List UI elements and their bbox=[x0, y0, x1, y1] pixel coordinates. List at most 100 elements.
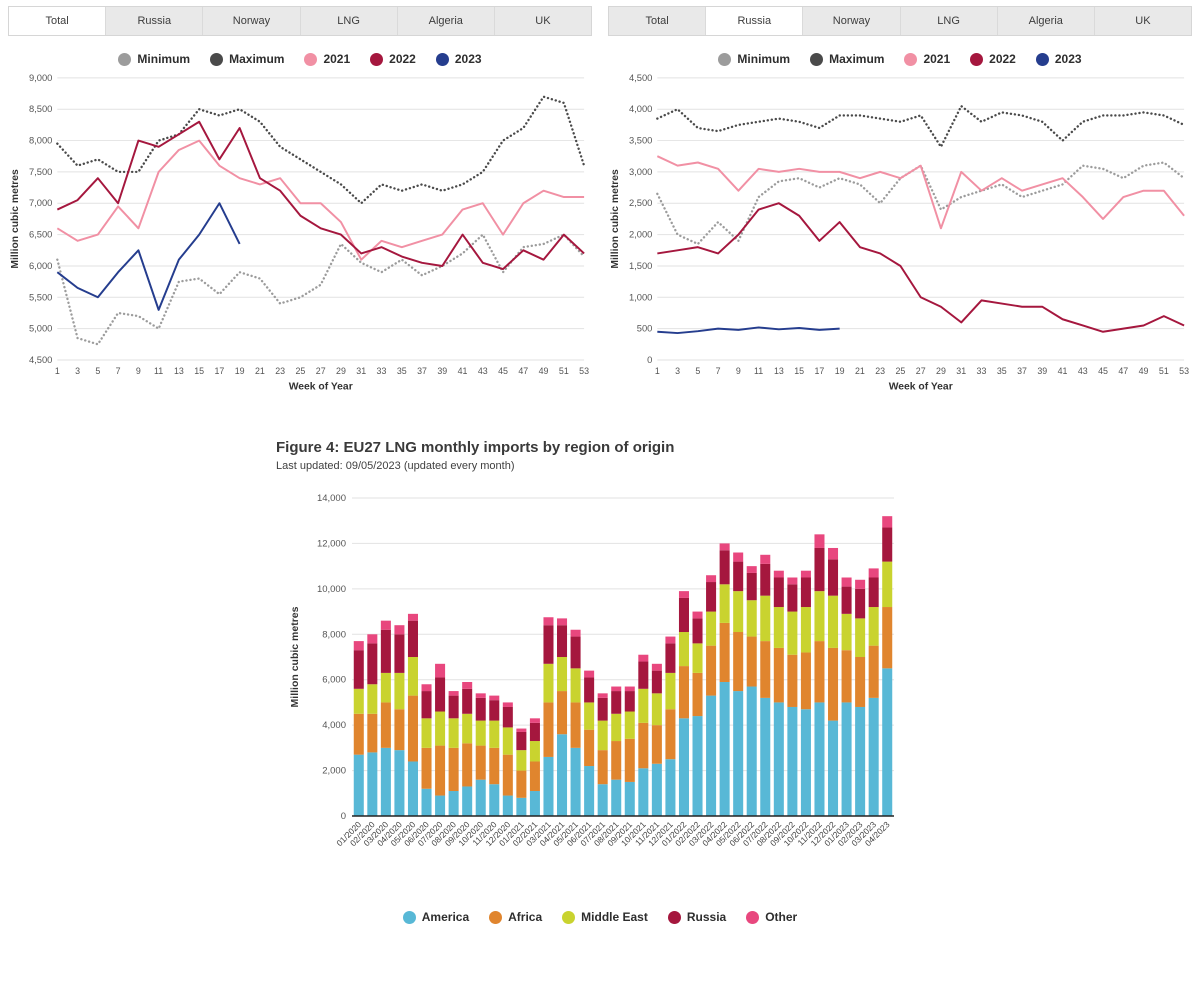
svg-text:12,000: 12,000 bbox=[317, 539, 346, 550]
legend-item-2022: 2022 bbox=[370, 52, 416, 66]
svg-text:43: 43 bbox=[1078, 366, 1088, 376]
svg-text:11: 11 bbox=[754, 366, 763, 376]
svg-text:3: 3 bbox=[75, 366, 80, 376]
svg-text:3,500: 3,500 bbox=[629, 136, 652, 146]
legend-item-middle-east: Middle East bbox=[562, 910, 648, 924]
svg-text:1: 1 bbox=[55, 366, 60, 376]
svg-text:13: 13 bbox=[774, 366, 784, 376]
svg-text:1: 1 bbox=[655, 366, 660, 376]
chart-legend-russia: Minimum Maximum 2021 2022 2023 bbox=[608, 52, 1192, 66]
svg-text:33: 33 bbox=[377, 366, 387, 376]
tab-bar-russia: Total Russia Norway LNG Algeria UK bbox=[608, 6, 1192, 36]
series-line-minimum bbox=[56, 233, 586, 346]
chart-area-russia: 0 500 1,000 1,500 2,000 2,500 3,000 3,500 4,000 4… bbox=[608, 68, 1192, 409]
weekly-total-chart: 4,500 5,000 5,500 6,000 6,500 7,000 7,500 8,000… bbox=[10, 73, 589, 393]
tab-uk[interactable]: UK bbox=[1094, 7, 1192, 35]
legend-dot-africa bbox=[489, 910, 503, 924]
svg-text:17: 17 bbox=[814, 366, 824, 376]
legend-label: 2021 bbox=[923, 52, 951, 66]
svg-text:35: 35 bbox=[397, 366, 407, 376]
dashboard: Total Russia Norway LNG Algeria UK Minimum Max… bbox=[8, 6, 1192, 925]
tab-algeria[interactable]: Algeria bbox=[397, 7, 495, 35]
svg-text:21: 21 bbox=[255, 366, 265, 376]
figure-subtitle: Last updated: 09/05/2023 (updated every … bbox=[276, 460, 515, 473]
tab-norway[interactable]: Norway bbox=[803, 7, 901, 35]
tab-norway[interactable]: Norway bbox=[203, 7, 301, 35]
svg-text:Million cubic metres: Million cubic metres bbox=[10, 169, 21, 269]
svg-text:5: 5 bbox=[95, 366, 100, 376]
svg-text:53: 53 bbox=[579, 366, 589, 376]
figure-title: Figure 4: EU27 LNG monthly imports by re… bbox=[276, 439, 675, 457]
bar-series-other bbox=[353, 516, 893, 733]
svg-text:15: 15 bbox=[194, 366, 204, 376]
monthly-imports-chart: 02,0004,0006,0008,00010,00012,00014,0000… bbox=[289, 493, 894, 848]
legend-label: 2021 bbox=[323, 52, 351, 66]
legend-label: Minimum bbox=[737, 52, 791, 66]
tab-bar-total: Total Russia Norway LNG Algeria UK bbox=[8, 6, 592, 36]
legend-item-maximum: Maximum bbox=[210, 52, 284, 66]
svg-text:2,000: 2,000 bbox=[322, 766, 346, 777]
legend-label: Maximum bbox=[229, 52, 285, 66]
legend-label: Middle East bbox=[581, 910, 648, 925]
svg-text:37: 37 bbox=[417, 366, 427, 376]
chart-legend-total: Minimum Maximum 2021 2022 2023 bbox=[8, 52, 592, 66]
svg-text:7: 7 bbox=[116, 366, 121, 376]
svg-text:4,000: 4,000 bbox=[322, 720, 346, 731]
legend-label: Russia bbox=[686, 910, 727, 925]
tab-russia[interactable]: Russia bbox=[106, 7, 204, 35]
svg-text:1,500: 1,500 bbox=[629, 261, 652, 271]
legend-label: 2023 bbox=[1054, 52, 1082, 66]
svg-text:27: 27 bbox=[916, 366, 926, 376]
svg-text:35: 35 bbox=[997, 366, 1007, 376]
svg-text:47: 47 bbox=[1118, 366, 1128, 376]
legend-item-america: America bbox=[402, 910, 469, 924]
tab-lng[interactable]: LNG bbox=[300, 7, 398, 35]
svg-text:13: 13 bbox=[174, 366, 184, 376]
legend-item-minimum: Minimum bbox=[118, 52, 190, 66]
svg-text:51: 51 bbox=[559, 366, 569, 376]
svg-text:6,500: 6,500 bbox=[29, 230, 52, 240]
svg-text:Week of Year: Week of Year bbox=[889, 382, 953, 393]
svg-text:15: 15 bbox=[794, 366, 804, 376]
weekly-russia-chart: 0 500 1,000 1,500 2,000 2,500 3,000 3,500 4,000 4… bbox=[610, 73, 1189, 393]
tab-russia[interactable]: Russia bbox=[706, 7, 804, 35]
legend-label: 2022 bbox=[389, 52, 416, 66]
svg-text:45: 45 bbox=[1098, 366, 1108, 376]
legend-dot-2023 bbox=[1035, 52, 1049, 66]
chart-panel-total: Total Russia Norway LNG Algeria UK Minimum Max… bbox=[8, 6, 592, 409]
legend-item-other: Other bbox=[746, 910, 797, 924]
svg-text:37: 37 bbox=[1017, 366, 1027, 376]
legend-dot-2021 bbox=[304, 52, 318, 66]
legend-label: Africa bbox=[508, 910, 543, 925]
svg-text:41: 41 bbox=[458, 366, 468, 376]
svg-text:0: 0 bbox=[647, 355, 652, 365]
legend-item-2023: 2023 bbox=[1035, 52, 1082, 66]
svg-text:7: 7 bbox=[716, 366, 721, 376]
series-line-2021 bbox=[656, 155, 1185, 230]
tab-uk[interactable]: UK bbox=[494, 7, 592, 35]
tab-algeria[interactable]: Algeria bbox=[997, 7, 1095, 35]
svg-text:7,000: 7,000 bbox=[29, 198, 52, 208]
tab-total[interactable]: Total bbox=[9, 7, 107, 35]
svg-text:4,000: 4,000 bbox=[629, 104, 652, 114]
series-line-maximum bbox=[56, 95, 586, 205]
svg-text:1,000: 1,000 bbox=[629, 292, 652, 302]
legend-label: 2022 bbox=[989, 52, 1016, 66]
svg-text:41: 41 bbox=[1058, 366, 1068, 376]
svg-text:31: 31 bbox=[956, 366, 966, 376]
svg-text:51: 51 bbox=[1159, 366, 1169, 376]
chart-area-total: 4,500 5,000 5,500 6,000 6,500 7,000 7,500 8,000… bbox=[8, 68, 592, 409]
weekly-charts-row: Total Russia Norway LNG Algeria UK Minimum Max… bbox=[8, 6, 1192, 409]
svg-text:11: 11 bbox=[154, 366, 163, 376]
legend-item-2022: 2022 bbox=[970, 52, 1016, 66]
svg-text:6,000: 6,000 bbox=[29, 261, 52, 271]
tab-lng[interactable]: LNG bbox=[900, 7, 998, 35]
bar-series-middle-east bbox=[353, 561, 893, 771]
svg-text:5: 5 bbox=[695, 366, 700, 376]
svg-text:29: 29 bbox=[936, 366, 946, 376]
svg-text:9,000: 9,000 bbox=[29, 73, 52, 83]
tab-total[interactable]: Total bbox=[609, 7, 707, 35]
svg-text:17: 17 bbox=[214, 366, 224, 376]
svg-text:49: 49 bbox=[1139, 366, 1149, 376]
legend-dot-minimum bbox=[118, 52, 132, 66]
